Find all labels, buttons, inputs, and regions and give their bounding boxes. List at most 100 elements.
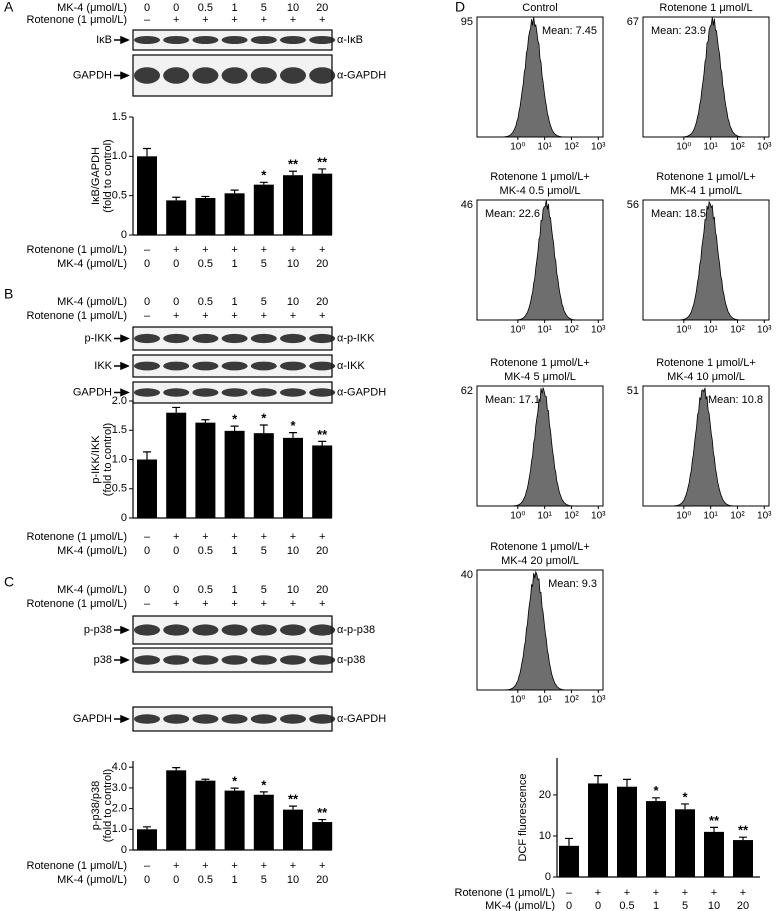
blot-band [280,67,306,84]
bar [617,786,637,877]
condition-value: + [711,887,717,899]
blot-band [309,333,336,344]
blot-band [134,388,160,397]
x-tick-label: 10² [564,142,579,153]
bar [253,433,274,518]
x-tick-label: 10¹ [537,695,552,706]
x-tick-label: 10² [730,142,745,153]
significance: * [261,168,267,183]
blot-band [192,333,219,344]
y-tick-label: 0 [121,512,127,524]
y-tick-label: 0 [121,229,127,241]
significance: * [261,777,267,792]
condition-value: 5 [261,2,267,14]
condition-value: – [144,531,151,543]
condition-value: 0 [144,2,150,14]
protein-label: GAPDH [73,713,112,725]
bar [733,840,753,877]
condition-value: 0.5 [198,545,213,557]
blot-band [192,624,219,636]
x-tick-label: 10¹ [537,142,552,153]
significance: * [682,789,688,804]
condition-value: + [261,310,267,322]
x-tick-label: 10⁰ [510,325,525,336]
condition-value: + [202,14,208,26]
arrow [114,35,130,45]
condition-value: – [144,244,151,256]
blot-band [134,67,160,84]
y-tick-label: 0.5 [112,190,127,202]
error-bar [201,778,210,781]
error-bar [289,170,297,176]
antibody-label: α-p-p38 [337,624,375,636]
error-bar [739,836,747,841]
y-axis-label: (fold to control) [102,423,114,496]
condition-value: 1 [232,2,238,14]
condition-value: 10 [287,584,299,596]
blot-band [163,655,190,665]
condition-value: 0 [144,874,150,886]
x-tick-label: 10³ [591,695,606,706]
panel-letter: C [4,574,14,590]
condition-value: 5 [261,584,267,596]
blot-band [134,333,160,344]
significance: ** [738,823,749,838]
y-tick-label: 40 [461,569,473,581]
blot-band [221,388,248,397]
condition-value: 0 [144,545,150,557]
bar [224,790,245,850]
mean-label: Mean: 23.9 [651,25,706,37]
histogram-title: Rotenone 1 μmol/L+ [490,357,590,369]
blot-band [163,333,190,344]
panel-letter: D [455,0,465,15]
blot-band [134,655,160,665]
histogram-title: MK-4 20 μmol/L [501,555,579,567]
bar [559,845,579,877]
condition-value: + [202,860,208,872]
blot-band [221,67,248,84]
y-tick-label: 4.0 [112,761,127,773]
bar [166,200,187,235]
condition-value: + [261,244,267,256]
blot-band [309,714,336,724]
antibody-label: α-GAPDH [337,69,386,81]
condition-value: 1 [232,296,238,308]
condition-value: 0.5 [198,584,213,596]
condition-value: + [290,244,296,256]
blot-band [163,624,190,636]
blot-band [163,361,190,371]
blot-band [221,714,248,724]
x-tick-label: 10² [564,511,579,522]
mean-label: Mean: 17.1 [485,394,540,406]
condition-value: + [261,531,267,543]
condition-value: 5 [261,258,267,270]
error-bar [289,431,297,438]
y-tick-label: 1.5 [112,111,127,123]
blot-band [250,624,277,636]
condition-value: 0 [173,545,179,557]
condition-value: 1 [232,258,238,270]
blot-band [250,388,277,397]
y-tick-label: 2.0 [112,803,127,815]
x-tick-label: 10⁰ [510,142,525,153]
x-tick-label: 10³ [757,511,772,522]
arrow [114,655,130,665]
condition-value: 10 [287,258,299,270]
mean-label: Mean: 7.45 [542,25,597,37]
condition-value: + [173,860,179,872]
blot-band [250,714,277,724]
condition-value: 20 [316,258,328,270]
condition-value: 0 [173,584,179,596]
condition-label: Rotenone (1 μmol/L) [455,887,556,899]
bar [253,184,274,235]
bar [195,198,216,235]
y-tick-label: 1.0 [112,453,127,465]
histogram-frame [476,569,604,691]
blot-band [134,624,160,636]
blot-band [309,655,336,665]
blot-band [280,361,306,371]
x-tick-label: 10⁰ [510,511,525,522]
significance: ** [288,792,299,807]
condition-label: MK-4 (μmol/L) [57,296,127,308]
condition-value: 0 [173,2,179,14]
